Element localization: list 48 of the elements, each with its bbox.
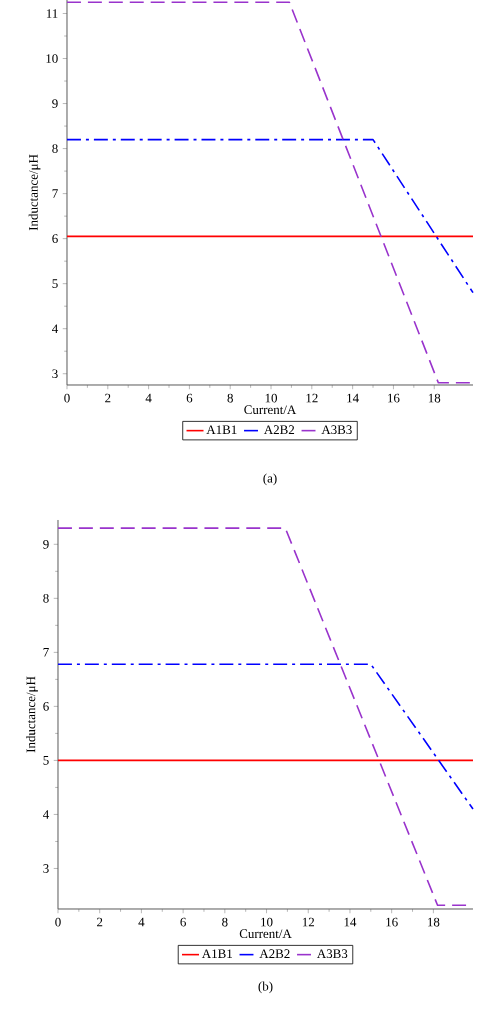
x-tick-label: 2 (97, 917, 103, 927)
text: (a) (263, 473, 277, 486)
y-tick-label: 8 (52, 144, 58, 153)
y-axis-title: Inductance/μH (28, 154, 41, 231)
x-tick-label: 18 (428, 917, 440, 927)
y-tick-label: 4 (52, 324, 59, 333)
y-tick-label: 11 (46, 9, 58, 18)
legend-label: A2B2 (263, 425, 295, 434)
y-tick-label: 9 (43, 539, 49, 549)
y-tick-label: 5 (43, 756, 49, 765)
text: (b) (258, 981, 273, 994)
x-tick-label: 12 (306, 393, 318, 403)
x-tick-label: 6 (180, 917, 186, 927)
x-tick-label: 14 (347, 393, 359, 403)
y-tick-label: 7 (43, 648, 49, 657)
x-axis-title: Current/A (239, 929, 292, 939)
x-tick-label: 16 (388, 393, 400, 403)
legend-label: A3B3 (316, 949, 348, 959)
x-tick-label: 8 (227, 393, 233, 403)
legend-label: A3B3 (321, 425, 352, 435)
y-tick-label: 9 (52, 99, 58, 108)
y-tick-label: 6 (43, 702, 49, 711)
x-tick-label: 8 (222, 917, 228, 927)
y-tick-label: 4 (43, 810, 50, 819)
x-tick-label: 0 (64, 393, 70, 403)
x-tick-label: 2 (105, 393, 111, 403)
y-axis-title: Inductance/μH (26, 676, 38, 753)
x-tick-label: 4 (145, 393, 152, 403)
legend-label: A2B2 (259, 949, 290, 958)
x-axis-title: Current/A (244, 405, 297, 415)
x-tick-label: 18 (428, 393, 441, 403)
legend-label: A1B1 (206, 425, 237, 434)
y-tick-label: 10 (46, 54, 58, 63)
x-tick-label: 4 (138, 917, 145, 927)
y-tick-label: 7 (52, 189, 58, 198)
y-tick-label: 6 (52, 234, 58, 243)
x-tick-label: 12 (302, 917, 315, 927)
legend-label: A1B1 (201, 949, 232, 958)
y-tick-label: 3 (52, 369, 58, 379)
y-tick-label: 8 (43, 593, 49, 603)
y-tick-label: 5 (52, 279, 58, 288)
x-tick-label: 16 (386, 917, 398, 927)
x-tick-label: 0 (55, 917, 61, 927)
x-tick-label: 14 (344, 917, 357, 927)
y-tick-label: 3 (43, 864, 49, 873)
x-tick-label: 10 (261, 917, 273, 927)
x-tick-label: 6 (186, 393, 193, 403)
x-tick-label: 10 (265, 393, 277, 403)
